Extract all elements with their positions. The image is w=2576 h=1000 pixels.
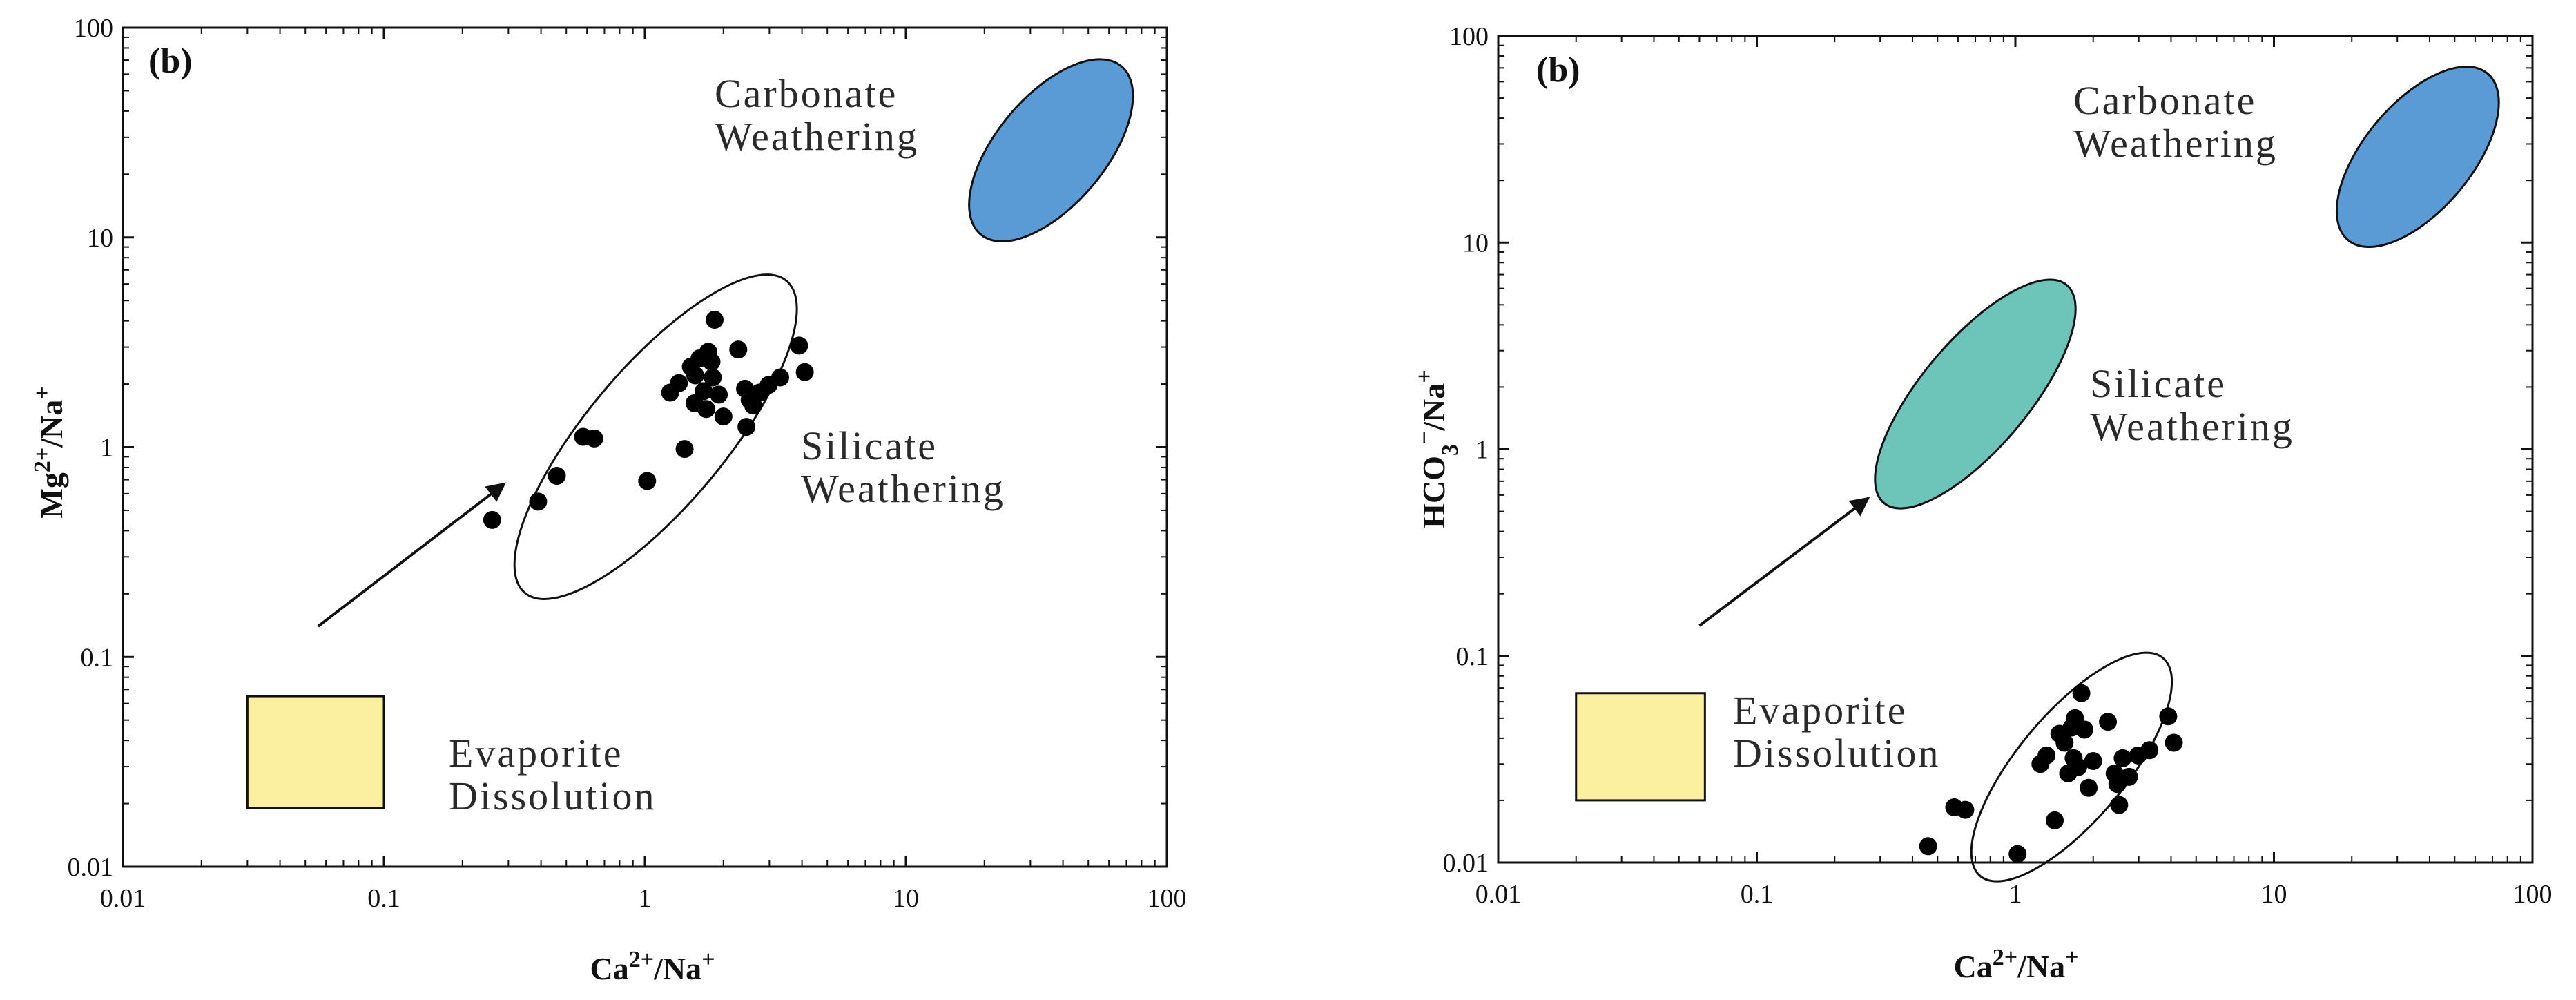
x-tick-label: 0.01 <box>100 884 146 913</box>
data-point <box>729 340 748 359</box>
data-point <box>702 353 721 372</box>
x-tick-label: 10 <box>2261 880 2287 909</box>
data-point <box>697 400 716 419</box>
data-point <box>638 472 657 490</box>
data-point <box>2008 845 2027 863</box>
data-point <box>2099 713 2118 731</box>
data-point <box>737 418 756 436</box>
y-axis-label: Mg2+/Na+ <box>30 386 70 518</box>
x-tick-label: 0.01 <box>1475 880 1522 909</box>
data-point <box>2075 720 2094 739</box>
panel-a-chart: 0.01 0.1 1 10 100 0.01 0.1 1 10 100 Carbonate Weath… <box>30 14 1187 986</box>
data-point <box>686 366 705 385</box>
silicate-region <box>1874 278 2077 510</box>
data-point <box>585 429 603 448</box>
trend-arrow <box>1698 497 1870 627</box>
trend-arrow <box>317 482 507 628</box>
data-point <box>714 407 733 426</box>
data-point <box>2159 707 2178 726</box>
y-tick-label: 10 <box>1462 229 1489 258</box>
x-tick-label: 10 <box>893 884 919 913</box>
data-point <box>2113 749 2132 767</box>
evaporite-region <box>246 695 385 809</box>
data-point <box>2069 758 2088 776</box>
silicate-label: Silicate Weathering <box>801 423 1005 511</box>
data-point <box>483 510 501 529</box>
data-point <box>2055 733 2074 752</box>
data-point <box>1919 837 1937 856</box>
x-tick-label: 0.1 <box>367 884 400 913</box>
data-point <box>2120 767 2138 786</box>
y-tick-label: 0.01 <box>1443 849 1489 878</box>
data-point <box>2037 746 2056 765</box>
evaporite-region <box>1575 692 1706 802</box>
y-tick-label: 100 <box>74 14 113 43</box>
x-tick-label: 0.1 <box>1741 880 1774 909</box>
silicate-label: Silicate Weathering <box>2090 361 2294 449</box>
data-point <box>695 382 713 401</box>
data-point <box>790 336 808 355</box>
data-point <box>529 492 548 511</box>
data-point <box>548 467 566 485</box>
y-tick-label: 0.1 <box>1456 642 1489 671</box>
data-point <box>675 440 694 459</box>
sample-cluster-outline <box>513 273 798 600</box>
carbonate-region <box>2335 66 2500 249</box>
y-tick-label: 0.1 <box>81 643 114 672</box>
y-tick-label: 0.01 <box>68 853 114 882</box>
data-point <box>2165 733 2183 752</box>
evaporite-label: Evaporite Dissolution <box>1733 688 1941 776</box>
panel-b-chart: 0.01 0.1 1 10 100 0.01 0.1 1 10 100 Carbonate Weath… <box>1412 22 2553 984</box>
panel-label: (b) <box>1536 50 1580 90</box>
x-axis-label: Ca2+/Na+ <box>590 947 715 987</box>
x-tick-label: 1 <box>639 884 652 913</box>
data-point <box>1956 800 1975 819</box>
data-point <box>771 368 789 387</box>
x-tick-label: 100 <box>2513 880 2553 909</box>
x-tick-label: 100 <box>1147 884 1187 913</box>
data-point <box>2046 811 2064 829</box>
data-point <box>795 363 814 381</box>
data-point <box>670 374 688 392</box>
data-point <box>2080 778 2098 797</box>
data-point <box>704 368 722 387</box>
data-point <box>2110 796 2129 814</box>
y-tick-label: 1 <box>100 434 113 463</box>
data-point <box>2072 684 2091 702</box>
x-tick-label: 1 <box>2009 880 2022 909</box>
carbonate-region <box>968 58 1134 242</box>
data-point <box>710 385 728 404</box>
data-point <box>705 310 724 329</box>
panel-label: (b) <box>148 41 193 81</box>
y-axis-label: HCO3−/Na+ <box>1412 369 1463 528</box>
y-tick-label: 100 <box>1449 22 1489 51</box>
y-tick-label: 10 <box>87 224 113 253</box>
evaporite-label: Evaporite Dissolution <box>449 731 657 818</box>
carbonate-label: Carbonate Weathering <box>715 71 919 159</box>
data-point <box>2084 751 2102 770</box>
data-point <box>2140 741 2159 760</box>
carbonate-label: Carbonate Weathering <box>2073 78 2278 166</box>
x-axis-label: Ca2+/Na+ <box>1954 945 2079 985</box>
y-tick-label: 1 <box>1475 436 1489 465</box>
